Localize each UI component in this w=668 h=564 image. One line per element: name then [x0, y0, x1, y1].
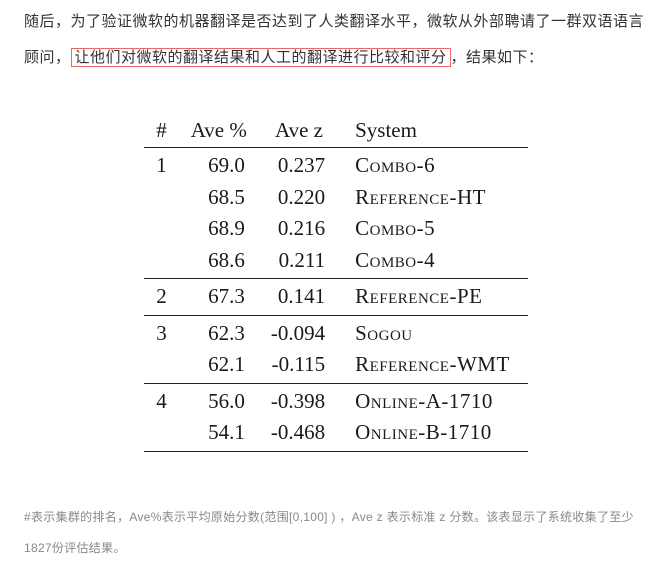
- cell-z: 0.216: [259, 213, 339, 245]
- cell-sys: Reference-PE: [339, 279, 528, 316]
- cell-z: -0.398: [259, 383, 339, 417]
- cell-sys: Sogou: [339, 315, 528, 349]
- cell-z: 0.211: [259, 245, 339, 279]
- table-row: 54.1-0.468Online-B-1710: [144, 417, 528, 451]
- cell-z: 0.220: [259, 182, 339, 214]
- cell-pct: 62.1: [179, 349, 259, 383]
- cell-pct: 68.6: [179, 245, 259, 279]
- cell-rank: 2: [144, 279, 179, 316]
- intro-paragraph: 随后，为了验证微软的机器翻译是否达到了人类翻译水平，微软从外部聘请了一群双语语言…: [24, 4, 648, 76]
- cell-sys: Combo-6: [339, 148, 528, 182]
- table-row: 169.00.237Combo-6: [144, 148, 528, 182]
- table-row: 362.3-0.094Sogou: [144, 315, 528, 349]
- cell-z: 0.141: [259, 279, 339, 316]
- table-row: 267.30.141Reference-PE: [144, 279, 528, 316]
- col-z: Ave z: [259, 116, 339, 148]
- table-body: 169.00.237Combo-668.50.220Reference-HT68…: [144, 148, 528, 452]
- cell-pct: 54.1: [179, 417, 259, 451]
- cell-rank: 1: [144, 148, 179, 182]
- intro-after: ，结果如下：: [451, 49, 544, 66]
- results-table: # Ave % Ave z System 169.00.237Combo-668…: [144, 116, 528, 452]
- cell-rank: [144, 417, 179, 451]
- cell-sys: Online-A-1710: [339, 383, 528, 417]
- cell-z: 0.237: [259, 148, 339, 182]
- table-row: 456.0-0.398Online-A-1710: [144, 383, 528, 417]
- cell-sys: Online-B-1710: [339, 417, 528, 451]
- cell-rank: 3: [144, 315, 179, 349]
- col-pct: Ave %: [179, 116, 259, 148]
- cell-z: -0.094: [259, 315, 339, 349]
- cell-z: -0.115: [259, 349, 339, 383]
- cell-pct: 67.3: [179, 279, 259, 316]
- table-header-row: # Ave % Ave z System: [144, 116, 528, 148]
- cell-rank: [144, 213, 179, 245]
- table-row: 62.1-0.115Reference-WMT: [144, 349, 528, 383]
- cell-sys: Reference-WMT: [339, 349, 528, 383]
- col-sys: System: [339, 116, 528, 148]
- cell-rank: [144, 182, 179, 214]
- table-row: 68.90.216Combo-5: [144, 213, 528, 245]
- cell-z: -0.468: [259, 417, 339, 451]
- col-rank: #: [144, 116, 179, 148]
- cell-rank: [144, 245, 179, 279]
- table-container: # Ave % Ave z System 169.00.237Combo-668…: [24, 116, 648, 452]
- cell-pct: 62.3: [179, 315, 259, 349]
- cell-pct: 68.9: [179, 213, 259, 245]
- cell-sys: Reference-HT: [339, 182, 528, 214]
- cell-sys: Combo-4: [339, 245, 528, 279]
- intro-highlight: 让他们对微软的翻译结果和人工的翻译进行比较和评分: [71, 48, 451, 67]
- cell-pct: 56.0: [179, 383, 259, 417]
- cell-rank: 4: [144, 383, 179, 417]
- table-row: 68.50.220Reference-HT: [144, 182, 528, 214]
- cell-sys: Combo-5: [339, 213, 528, 245]
- cell-rank: [144, 349, 179, 383]
- footnote-text: #表示集群的排名，Ave%表示平均原始分数(范围[0,100] ) ，Ave z…: [24, 502, 648, 564]
- table-row: 68.60.211Combo-4: [144, 245, 528, 279]
- cell-pct: 68.5: [179, 182, 259, 214]
- cell-pct: 69.0: [179, 148, 259, 182]
